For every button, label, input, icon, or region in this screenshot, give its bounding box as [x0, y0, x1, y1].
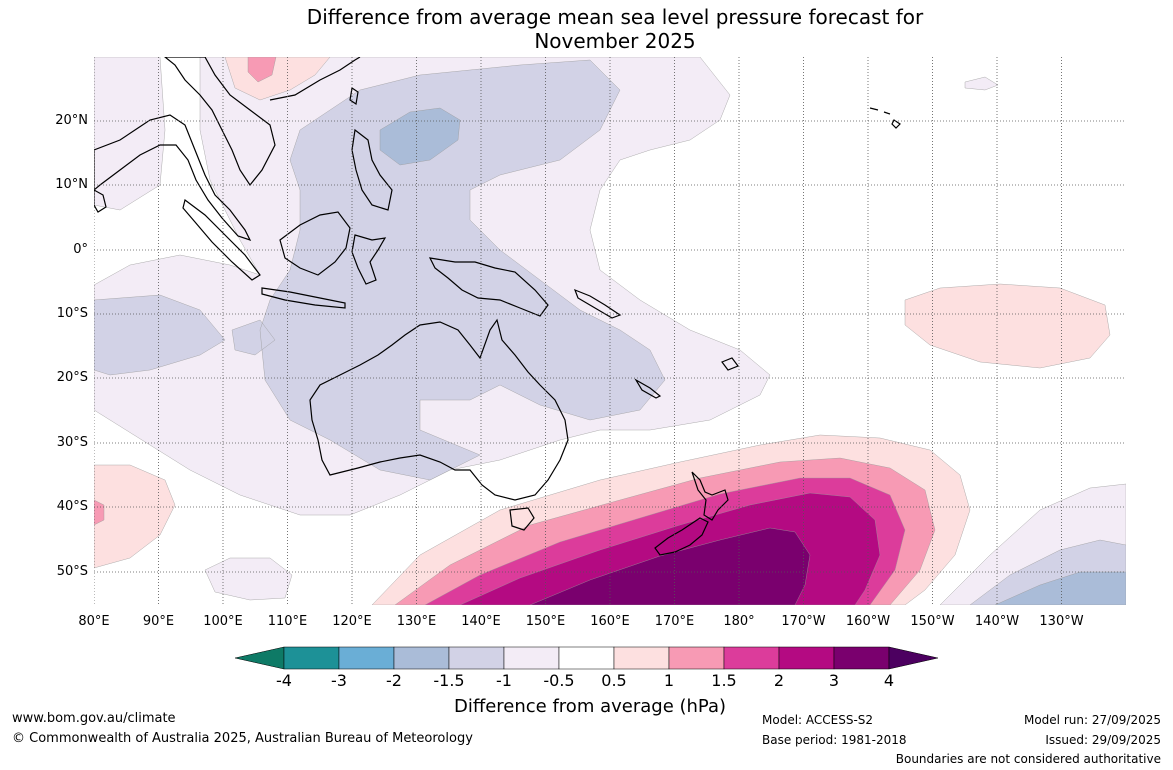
colorbar-tick-label: 2	[773, 671, 785, 690]
region-neg-1-main	[94, 59, 666, 481]
land-borneo	[279, 211, 351, 276]
lat-label: 20°S	[56, 370, 88, 385]
land-hawaii	[869, 107, 901, 129]
colorbar-swatch	[448, 646, 505, 670]
lon-label: 140°E	[461, 614, 501, 629]
colorbar-tick-label: -4	[276, 671, 292, 690]
colorbar-tick-label: -0.5	[543, 671, 575, 690]
colorbar-swatch	[778, 646, 835, 670]
lon-label: 80°E	[78, 614, 110, 629]
land-new-zealand-north	[691, 471, 729, 521]
lon-label: 90°E	[142, 614, 175, 629]
region-pos-0-5-east	[904, 283, 1111, 369]
colorbar-swatch	[723, 646, 780, 670]
title-line-1: Difference from average mean sea level p…	[306, 5, 924, 29]
lon-label: 150°W	[910, 614, 955, 629]
colorbar-tick-label: -2	[386, 671, 402, 690]
land-sumatra	[182, 198, 261, 281]
land-new-caledonia	[634, 378, 662, 399]
land-australia	[309, 318, 569, 501]
footer-model: Model: ACCESS-S2	[762, 713, 874, 727]
region-neg-ne-patch	[964, 76, 999, 91]
land-se-asia	[94, 57, 361, 242]
colorbar-swatch	[833, 646, 890, 670]
lat-label: 0°	[73, 242, 88, 257]
colorbar-extend-low	[234, 646, 285, 670]
lon-label: 110°E	[267, 614, 308, 629]
region-pos-1-north	[247, 57, 277, 83]
colorbar-swatch	[393, 646, 450, 670]
lat-label: 50°S	[56, 564, 88, 579]
land-new-zealand-south	[654, 517, 709, 556]
lon-label: 150°E	[525, 614, 566, 629]
land-tasmania	[509, 507, 535, 531]
land-taiwan	[349, 86, 359, 106]
lon-label: 130°E	[396, 614, 437, 629]
lon-label: 160°W	[845, 614, 891, 629]
lon-label: 100°E	[203, 614, 243, 629]
land-fiji	[721, 357, 739, 371]
colorbar-tick-label: -3	[331, 671, 347, 690]
land-philippines	[351, 128, 393, 211]
lon-label: 160°E	[590, 614, 630, 629]
lat-label: 20°N	[55, 113, 88, 128]
footer-model-run: Model run: 27/09/2025	[1023, 713, 1161, 727]
chart-title: Difference from average mean sea level p…	[0, 5, 1173, 53]
footer-disclaimer: Boundaries are not considered authoritat…	[895, 752, 1161, 766]
map-area	[94, 57, 1126, 605]
colorbar-label: Difference from average (hPa)	[453, 696, 727, 717]
colorbar	[234, 646, 939, 670]
region-neg-sw-patch	[204, 557, 293, 601]
region-pos-0-5-west	[94, 464, 176, 569]
region-pos-3-south	[529, 527, 811, 605]
gridlines	[94, 57, 1126, 605]
lon-label: 170°E	[654, 614, 695, 629]
footer-base-period: Base period: 1981-2018	[762, 733, 907, 747]
colorbar-tick-label: 3	[828, 671, 840, 690]
region-pos-1-west	[94, 499, 105, 526]
footer-copyright: © Commonwealth of Australia 2025, Austra…	[12, 731, 473, 746]
lat-label: 30°S	[56, 435, 88, 450]
land-solomon	[573, 288, 622, 319]
land-sri-lanka	[94, 189, 107, 213]
lon-label: 120°E	[332, 614, 372, 629]
lat-label: 10°S	[56, 306, 88, 321]
colorbar-swatch	[613, 646, 670, 670]
land-java	[261, 287, 346, 309]
colorbar-tick-label: -1.5	[433, 671, 465, 690]
colorbar-swatch	[338, 646, 395, 670]
land-new-guinea	[428, 257, 549, 317]
colorbar-tick-label: 4	[883, 671, 895, 690]
lon-label: 130°W	[1039, 614, 1084, 629]
colorbar-tick-label: 1	[663, 671, 675, 690]
colorbar-swatch	[503, 646, 560, 670]
colorbar-swatch	[558, 646, 615, 670]
title-line-2: November 2025	[534, 29, 696, 53]
lon-label: 140°W	[974, 614, 1020, 629]
colorbar-swatch	[668, 646, 725, 670]
lon-label: 180°	[723, 614, 755, 629]
region-neg-1-5	[379, 107, 461, 166]
footer-url[interactable]: www.bom.gov.au/climate	[12, 711, 176, 726]
colorbar-tick-label: 1.5	[711, 671, 737, 690]
colorbar-tick-label: -1	[496, 671, 512, 690]
colorbar-swatch	[283, 646, 340, 670]
colorbar-tick-label: 0.5	[601, 671, 627, 690]
land-sulawesi	[351, 234, 387, 285]
lat-label: 40°S	[56, 499, 88, 514]
footer-issued: Issued: 29/09/2025	[1045, 733, 1161, 747]
colorbar-extend-high	[888, 646, 939, 670]
lon-label: 170°W	[781, 614, 826, 629]
lat-label: 10°N	[55, 177, 88, 192]
